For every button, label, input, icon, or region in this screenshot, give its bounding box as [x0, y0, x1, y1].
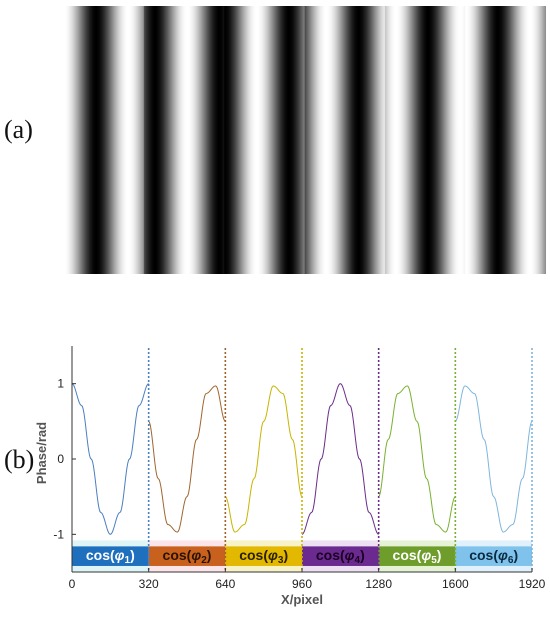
segment-box-2: [148, 546, 226, 566]
chart-axes: [71, 346, 532, 573]
x-axis-label: X/pixel: [281, 592, 323, 607]
segment-label-boxes: cos(φ1) cos(φ2) cos(φ3) cos(φ4) cos(φ5) cos(φ…: [72, 546, 532, 566]
segment-box-3: [225, 546, 302, 566]
segment-label-2: cos(φ2): [163, 547, 212, 566]
x-tick-label: 0: [69, 577, 76, 591]
segment-dividers: [147, 348, 533, 572]
segment-box-5: [378, 546, 456, 566]
phase-chart: cos(φ1) cos(φ2) cos(φ3) cos(φ4) cos(φ5) cos(φ…: [34, 320, 550, 616]
segment-label-3: cos(φ3): [239, 547, 288, 566]
phase-curves: [71, 383, 533, 535]
curve-segment-1: [71, 383, 149, 535]
x-tick-label: 640: [215, 577, 235, 591]
segment-label-4: cos(φ4): [316, 547, 365, 566]
curve-segment-4: [301, 383, 379, 535]
y-tick-label: -1: [53, 527, 64, 541]
fringe-pattern-image: [64, 6, 546, 274]
segment-box-1: [72, 546, 149, 566]
y-tick-label: 1: [57, 377, 64, 391]
y-ticks: -1 0 1: [53, 377, 76, 541]
x-tick-label: 320: [139, 577, 159, 591]
segment-box-6: [455, 546, 532, 566]
curve-segment-2: [148, 385, 226, 533]
x-tick-label: 1600: [442, 577, 469, 591]
panel-label-a: (a): [4, 115, 33, 144]
x-ticks: 0 320 640 960 1280 1600 1920: [69, 568, 546, 591]
x-tick-label: 960: [292, 577, 312, 591]
panel-label-b: (b): [4, 445, 35, 474]
segment-label-1: cos(φ1): [86, 547, 135, 566]
phase-chart-svg: cos(φ1) cos(φ2) cos(φ3) cos(φ4) cos(φ5) cos(φ…: [34, 346, 546, 607]
y-axis-label: Phase/rad: [36, 422, 49, 484]
y-tick-label: 0: [57, 452, 64, 466]
curve-segment-3: [225, 385, 303, 533]
x-tick-label: 1280: [365, 577, 392, 591]
segment-label-5: cos(φ5): [393, 547, 442, 566]
segment-label-6: cos(φ6): [469, 547, 518, 566]
curve-segment-6: [455, 385, 533, 533]
segment-box-4: [302, 546, 379, 566]
x-tick-label: 1920: [519, 577, 546, 591]
fringe-fill: [64, 6, 546, 274]
fringe-pattern-svg: [64, 6, 546, 274]
curve-segment-5: [378, 385, 456, 533]
